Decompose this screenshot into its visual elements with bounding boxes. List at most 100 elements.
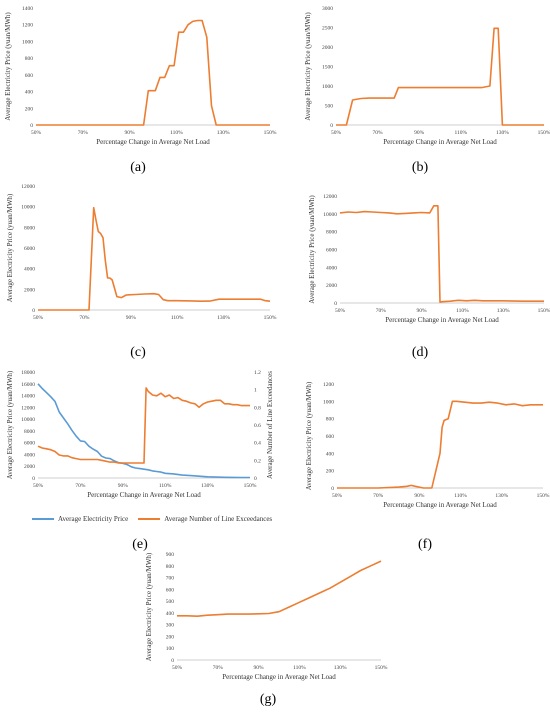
- x-tick-label: 90%: [414, 493, 425, 499]
- x-tick-label: 50%: [332, 493, 343, 499]
- y-tick-label: 0: [32, 308, 35, 314]
- y-tick-label: 1200: [323, 382, 334, 388]
- y-tick-label: 18000: [21, 370, 35, 376]
- x-axis-label: Percentage Change in Average Net Load: [383, 501, 497, 509]
- x-tick-label: 70%: [78, 130, 89, 136]
- y-tick-label: 8000: [24, 429, 35, 435]
- panel-label-e: (e): [132, 537, 148, 552]
- x-tick-label: 90%: [417, 308, 428, 314]
- y-tick-label: 10000: [323, 212, 337, 218]
- y-tick-label: 400: [25, 90, 34, 96]
- x-axis-label: Percentage Change in Average Net Load: [96, 138, 210, 146]
- chart-e: 0 2000 4000 6000 8000 10000 12000 14000 16000 180…: [6, 370, 274, 499]
- legend-label-price: Average Electricity Price: [58, 515, 129, 523]
- y-tick-label: 800: [326, 417, 335, 423]
- x-tick-label: 70%: [376, 308, 387, 314]
- y2-tick-label: 1: [254, 388, 257, 394]
- y-tick-label: 600: [25, 73, 34, 79]
- y-tick-label: 2000: [326, 283, 337, 289]
- x-tick-label: 90%: [126, 315, 137, 321]
- x-tick-label: 150%: [264, 315, 277, 321]
- x-tick-label: 70%: [75, 483, 86, 489]
- y-tick-label: 0: [32, 476, 35, 482]
- y-tick-label: 12000: [21, 184, 35, 190]
- y2-axis-label: Average Number of Line Exceedances: [266, 371, 274, 479]
- x-tick-label: 90%: [414, 130, 425, 136]
- y-tick-label: 0: [330, 123, 333, 129]
- series-line-average-number-of-line-exceedances: [37, 387, 250, 464]
- y-tick-label: 900: [166, 552, 175, 558]
- x-tick-label: 110%: [456, 308, 469, 314]
- y-tick-label: 1000: [22, 39, 33, 45]
- x-tick-label: 110%: [293, 665, 306, 671]
- panel-label-g: (g): [259, 692, 277, 707]
- y-tick-label: 4000: [24, 452, 35, 458]
- chart-b: 0 500 1000 1500 2000 2500 3000 50% 70% 90% 110% 130…: [304, 6, 550, 146]
- y-axis-label: Average Electricity Price (yuan/MWh): [6, 193, 14, 302]
- x-tick-label: 150%: [538, 308, 550, 314]
- y-tick-label: 0: [30, 123, 33, 129]
- y-tick-label: 2000: [24, 287, 35, 293]
- x-axis-label: Percentage Change in Average Net Load: [222, 673, 336, 681]
- y-tick-label: 1400: [22, 6, 33, 12]
- y-tick-label: 0: [171, 658, 174, 664]
- x-tick-label: 130%: [334, 665, 347, 671]
- y-tick-label: 6000: [24, 441, 35, 447]
- chart-a: 0 200 400 600 800 1000 1200 1400 50% 70% 90% 110% 13…: [4, 6, 277, 146]
- x-tick-label: 70%: [213, 665, 224, 671]
- x-tick-label: 150%: [244, 483, 257, 489]
- y-tick-label: 1000: [323, 399, 334, 405]
- y-tick-label: 16000: [21, 382, 35, 388]
- y-tick-label: 400: [326, 451, 335, 457]
- panel-label-a: (a): [130, 160, 146, 175]
- panel-label-f: (f): [418, 537, 432, 552]
- x-tick-label: 50%: [33, 483, 44, 489]
- y-tick-label: 4000: [326, 265, 337, 271]
- y-tick-label: 1500: [322, 65, 333, 71]
- y-tick-label: 200: [166, 634, 175, 640]
- x-tick-label: 130%: [201, 483, 214, 489]
- y-tick-label: 6000: [326, 248, 337, 254]
- y-tick-label: 0: [331, 486, 334, 492]
- y-tick-label: 100: [166, 646, 175, 652]
- series-line-b: [336, 27, 544, 126]
- chart-c: 0 2000 4000 6000 8000 10000 12000 50% 70% 90% 110%…: [6, 184, 277, 321]
- y-tick-label: 6000: [24, 246, 35, 252]
- series-line-c: [38, 206, 271, 311]
- panel-label-b: (b): [411, 160, 429, 175]
- series-line-g: [177, 560, 382, 617]
- y2-tick-label: 0.6: [254, 423, 261, 429]
- x-tick-label: 70%: [373, 493, 384, 499]
- x-tick-label: 70%: [79, 315, 90, 321]
- y-tick-label: 500: [325, 104, 334, 110]
- x-tick-label: 90%: [118, 483, 129, 489]
- x-tick-label: 150%: [375, 665, 388, 671]
- y-tick-label: 10000: [21, 417, 35, 423]
- y-tick-label: 200: [25, 106, 34, 112]
- y-tick-label: 200: [326, 469, 335, 475]
- x-tick-label: 90%: [125, 130, 136, 136]
- x-tick-label: 110%: [171, 315, 184, 321]
- y-tick-label: 8000: [326, 230, 337, 236]
- x-tick-label: 110%: [454, 493, 467, 499]
- x-tick-label: 50%: [172, 665, 183, 671]
- x-tick-label: 50%: [33, 315, 44, 321]
- y-axis-label: Average Electricity Price (yuan/MWh): [305, 381, 313, 490]
- y-axis-label: Average Electricity Price (yuan/MWh): [308, 195, 316, 304]
- y-tick-label: 0: [334, 301, 337, 307]
- y2-tick-label: 0.2: [254, 458, 261, 464]
- chart-f: 0 200 400 600 800 1000 1200 50% 70% 90% 110% 130% 15…: [305, 381, 550, 509]
- y-tick-label: 800: [25, 56, 34, 62]
- legend-label-exceedances: Average Number of Line Exceedances: [164, 515, 273, 523]
- x-tick-label: 130%: [495, 493, 508, 499]
- y-tick-label: 14000: [21, 394, 35, 400]
- y-axis-label: Average Electricity Price (yuan/MWh): [145, 552, 153, 661]
- y-tick-label: 4000: [24, 267, 35, 273]
- series-line-d: [339, 204, 544, 303]
- y2-tick-label: 0.8: [254, 405, 261, 411]
- x-tick-label: 130%: [217, 315, 230, 321]
- x-tick-label: 70%: [373, 130, 384, 136]
- x-tick-label: 50%: [31, 130, 42, 136]
- y-tick-label: 10000: [21, 205, 35, 211]
- y-tick-label: 12000: [323, 194, 337, 200]
